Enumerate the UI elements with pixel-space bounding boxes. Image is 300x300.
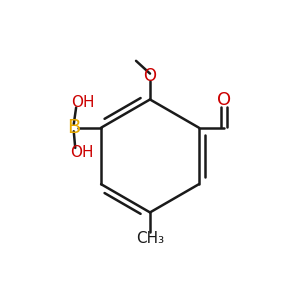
Text: OH: OH <box>71 95 94 110</box>
Text: OH: OH <box>70 146 94 160</box>
Text: O: O <box>143 67 157 85</box>
Text: B: B <box>67 118 80 137</box>
Text: O: O <box>217 92 231 110</box>
Text: CH₃: CH₃ <box>136 231 164 246</box>
